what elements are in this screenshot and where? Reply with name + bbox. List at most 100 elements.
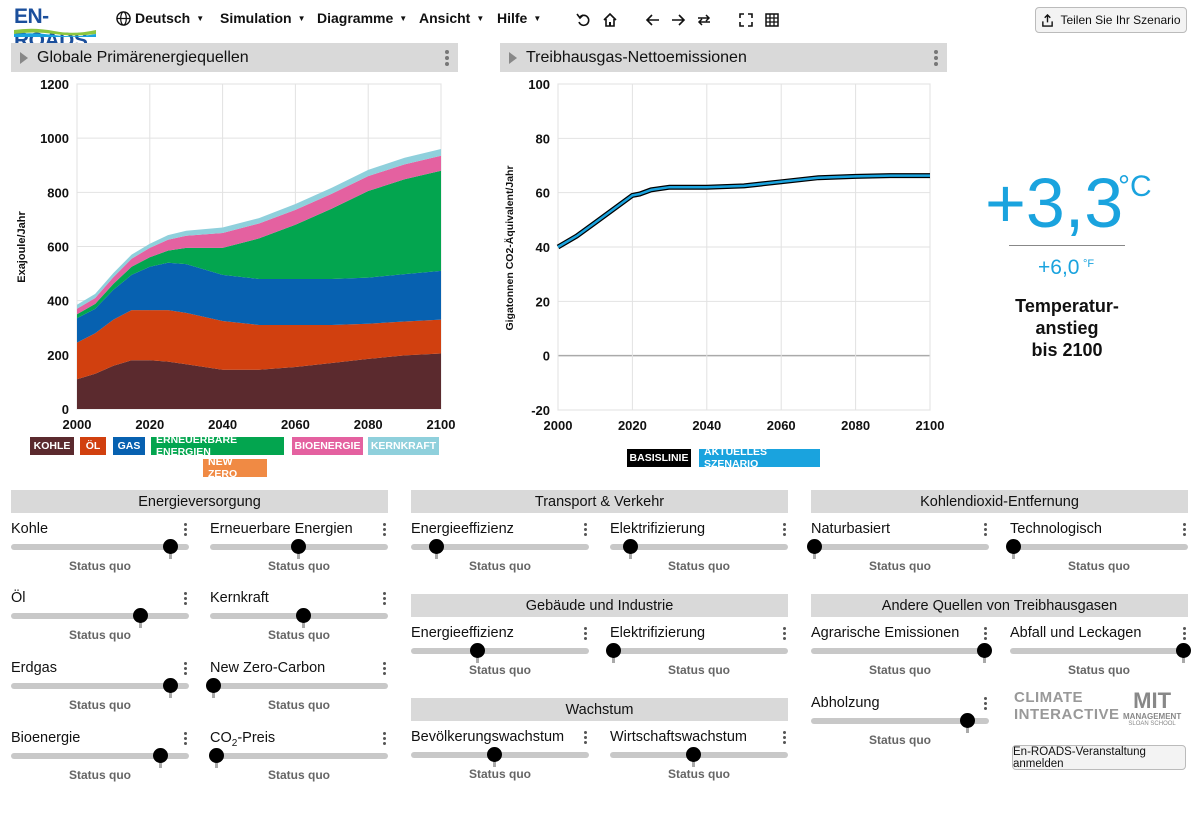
slider-handle[interactable]	[623, 539, 638, 554]
en-roads-logo[interactable]: EN-ROADS	[14, 3, 96, 52]
climate-interactive-logo[interactable]: CLIMATE INTERACTIVE	[1014, 690, 1120, 724]
slider-options-icon[interactable]	[182, 731, 188, 749]
home-icon[interactable]	[599, 9, 621, 31]
swap-icon[interactable]	[693, 9, 715, 31]
arrow-left-icon[interactable]	[642, 9, 664, 31]
expand-triangle-icon[interactable]	[20, 51, 28, 64]
slider-options-icon[interactable]	[582, 626, 588, 644]
slider-handle[interactable]	[1176, 643, 1191, 658]
slider-track[interactable]	[811, 544, 989, 550]
slider-track[interactable]	[610, 648, 788, 654]
arrow-right-icon[interactable]	[667, 9, 689, 31]
slider-handle[interactable]	[960, 713, 975, 728]
globe-icon	[116, 10, 131, 26]
slider-track[interactable]	[411, 648, 589, 654]
slider-handle[interactable]	[153, 748, 169, 763]
y-tick-label: 800	[47, 185, 69, 200]
slider-options-icon[interactable]	[781, 522, 787, 540]
area-gas	[77, 262, 441, 343]
slider-deforestation: Abholzung Status quo	[811, 694, 989, 752]
slider-options-icon[interactable]	[182, 661, 188, 679]
slider-handle[interactable]	[469, 643, 485, 658]
slider-options-icon[interactable]	[982, 696, 988, 714]
slider-options-icon[interactable]	[982, 626, 988, 644]
slider-track[interactable]	[610, 544, 788, 550]
undo-icon[interactable]	[573, 9, 595, 31]
chevron-down-icon: ▼	[476, 13, 485, 23]
slider-handle[interactable]	[291, 539, 306, 554]
slider-handle[interactable]	[1006, 539, 1021, 554]
table-icon[interactable]	[761, 9, 783, 31]
menu-language[interactable]: Deutsch ▼	[116, 10, 204, 26]
slider-track[interactable]	[811, 718, 989, 724]
fullscreen-icon[interactable]	[735, 9, 757, 31]
slider-handle[interactable]	[209, 748, 225, 763]
menu-view[interactable]: Ansicht ▼	[419, 10, 484, 26]
legend-erneuerbare-energien[interactable]: ERNEUERBARE ENERGIEN	[151, 434, 284, 458]
slider-handle[interactable]	[486, 747, 502, 762]
slider-handle[interactable]	[163, 678, 179, 693]
slider-options-icon[interactable]	[582, 730, 588, 748]
graph-options-icon[interactable]	[933, 49, 939, 67]
slider-handle[interactable]	[807, 539, 822, 554]
slider-track[interactable]	[11, 544, 189, 550]
slider-handle[interactable]	[977, 643, 992, 658]
slider-track[interactable]	[210, 683, 388, 689]
legend-bioenergie[interactable]: BIOENERGIE	[292, 437, 363, 455]
chevron-down-icon: ▼	[399, 13, 408, 23]
legend-kernkraft[interactable]: KERNKRAFT	[368, 437, 439, 455]
slider-options-icon[interactable]	[781, 730, 787, 748]
slider-options-icon[interactable]	[582, 522, 588, 540]
slider-options-icon[interactable]	[381, 591, 387, 609]
menu-graphs[interactable]: Diagramme ▼	[317, 10, 407, 26]
slider-options-icon[interactable]	[1181, 522, 1187, 540]
register-event-button[interactable]: En-ROADS-Veranstaltung anmelden	[1012, 745, 1186, 770]
slider-options-icon[interactable]	[182, 591, 188, 609]
slider-handle[interactable]	[685, 747, 701, 762]
mit-logo-line3: SLOAN SCHOOL	[1128, 721, 1176, 727]
y-tick-label: 600	[47, 240, 69, 255]
slider-track[interactable]	[811, 648, 989, 654]
legend-gas[interactable]: GAS	[113, 437, 145, 455]
slider-options-icon[interactable]	[182, 522, 188, 540]
slider-options-icon[interactable]	[381, 731, 387, 749]
slider-options-icon[interactable]	[781, 626, 787, 644]
legend-basislinie[interactable]: BASISLINIE	[627, 449, 691, 467]
slider-track[interactable]	[1010, 544, 1188, 550]
slider-handle[interactable]	[429, 539, 445, 554]
slider-label-part: -Preis	[237, 730, 276, 746]
slider-handle[interactable]	[206, 678, 221, 693]
slider-handle[interactable]	[296, 608, 312, 623]
slider-options-icon[interactable]	[381, 661, 387, 679]
slider-track[interactable]	[11, 683, 189, 689]
menu-help[interactable]: Hilfe ▼	[497, 10, 541, 26]
legend-aktuelles-szenario[interactable]: AKTUELLES SZENARIO	[699, 446, 820, 470]
y-tick-label: 100	[528, 77, 550, 92]
mit-logo-line1: MIT	[1133, 688, 1172, 713]
legend--l[interactable]: ÖL	[80, 437, 106, 455]
slider-options-icon[interactable]	[982, 522, 988, 540]
energy-sources-graph-header[interactable]: Globale Primärenergiequellen	[11, 43, 458, 72]
slider-track[interactable]	[11, 753, 189, 759]
slider-handle[interactable]	[606, 643, 621, 658]
slider-transport-electrification: Elektrifizierung Status quo	[610, 520, 788, 578]
share-scenario-button[interactable]: Teilen Sie Ihr Szenario	[1035, 7, 1187, 33]
x-tick-label: 2040	[692, 418, 721, 433]
expand-triangle-icon[interactable]	[509, 51, 517, 64]
emissions-graph-header[interactable]: Treibhausgas-Nettoemissionen	[500, 43, 947, 72]
legend-new-zero[interactable]: NEW ZERO	[203, 456, 267, 480]
mit-logo-line2: MANAGEMENT	[1123, 712, 1182, 721]
menu-simulation[interactable]: Simulation ▼	[220, 10, 305, 26]
slider-track[interactable]	[1010, 648, 1188, 654]
slider-handle[interactable]	[163, 539, 179, 554]
slider-handle[interactable]	[132, 608, 148, 623]
graph-options-icon[interactable]	[444, 49, 450, 67]
temperature-label-line2: anstieg	[1035, 318, 1099, 338]
legend-kohle[interactable]: KOHLE	[30, 437, 74, 455]
mit-sloan-logo[interactable]: MIT MANAGEMENT SLOAN SCHOOL	[1123, 690, 1181, 728]
slider-track[interactable]	[411, 544, 589, 550]
slider-track[interactable]	[11, 613, 189, 619]
slider-options-icon[interactable]	[381, 522, 387, 540]
slider-options-icon[interactable]	[1181, 626, 1187, 644]
slider-track[interactable]	[210, 753, 388, 759]
